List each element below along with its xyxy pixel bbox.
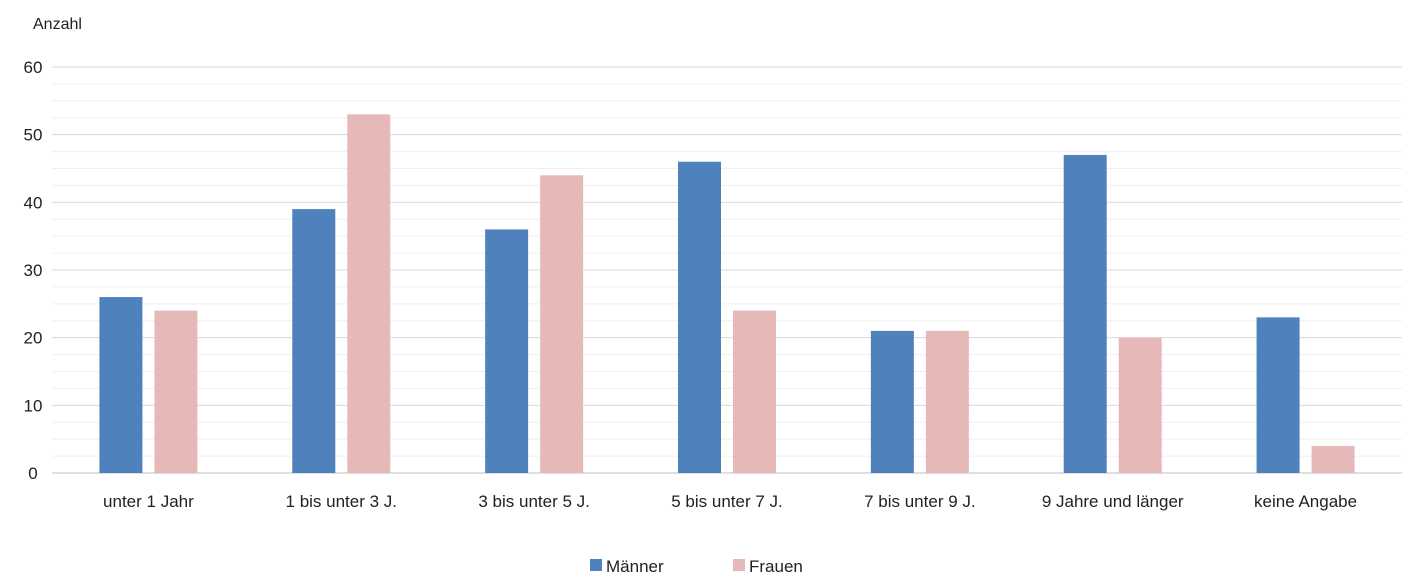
x-category-label: 5 bis unter 7 J. (671, 492, 783, 511)
legend-label: Frauen (749, 557, 803, 576)
y-tick-label: 40 (24, 193, 43, 212)
bar-frauen (925, 330, 969, 473)
y-tick-label: 30 (24, 261, 43, 280)
x-category-label: 1 bis unter 3 J. (286, 492, 398, 511)
bar-frauen (347, 114, 391, 473)
bars (99, 114, 1355, 473)
x-axis-categories: unter 1 Jahr 1 bis unter 3 J. 3 bis unter … (103, 492, 1357, 511)
x-category-label: 9 Jahre und länger (1042, 492, 1184, 511)
legend: Männer Frauen (590, 557, 803, 576)
x-category-label: 3 bis unter 5 J. (478, 492, 590, 511)
y-tick-label: 20 (24, 329, 43, 348)
x-category-label: unter 1 Jahr (103, 492, 194, 511)
y-tick-label: 10 (24, 396, 43, 415)
bar-maenner (485, 229, 529, 473)
y-tick-label: 0 (28, 464, 37, 483)
legend-swatch (733, 559, 745, 571)
bar-maenner (1256, 317, 1300, 473)
legend-swatch (590, 559, 602, 571)
grid (52, 66, 1402, 474)
bar-frauen (1311, 445, 1355, 473)
x-category-label: 7 bis unter 9 J. (864, 492, 976, 511)
bar-maenner (870, 330, 914, 473)
bar-frauen (1118, 337, 1162, 473)
y-tick-label: 50 (24, 126, 43, 145)
bar-maenner (678, 161, 721, 473)
y-axis-label: Anzahl (33, 16, 82, 33)
x-category-label: keine Angabe (1254, 492, 1357, 511)
bar-frauen (540, 175, 584, 473)
bar-maenner (99, 297, 143, 473)
bar-frauen (154, 310, 198, 473)
bar-maenner (292, 209, 336, 473)
y-tick-label: 60 (24, 58, 43, 77)
legend-label: Männer (606, 557, 664, 576)
bar-frauen (733, 310, 776, 473)
bar-maenner (1063, 154, 1107, 473)
y-axis-ticks: 0 10 20 30 40 50 60 (24, 58, 43, 483)
